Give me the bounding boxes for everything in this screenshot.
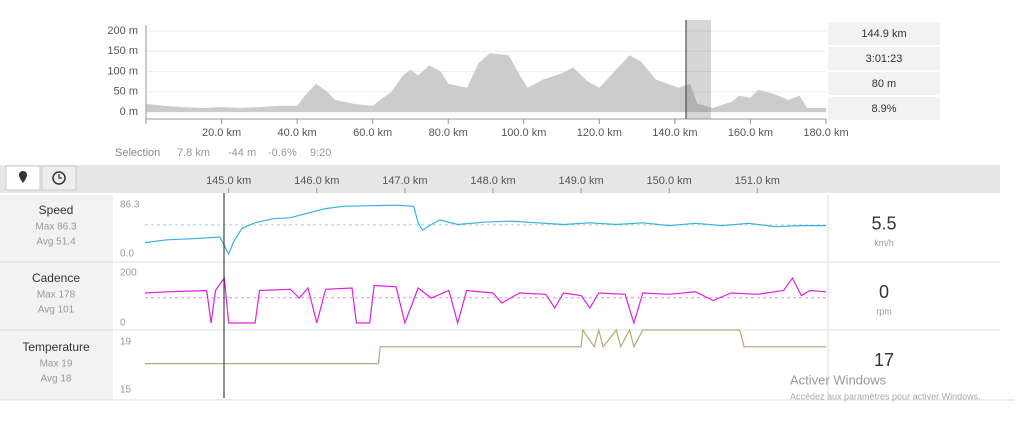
- x-tick-label: 148.0 km: [470, 175, 515, 187]
- stat-grade: 8.9%: [871, 103, 896, 115]
- row-title: Cadence: [32, 271, 80, 285]
- selection-window: [686, 20, 711, 119]
- y-tick-label: 15: [120, 385, 132, 396]
- label-column: [0, 195, 113, 400]
- selection-distance: 7.8 km: [177, 147, 210, 159]
- pin-icon: [19, 171, 27, 183]
- selection-grade: -0.6%: [268, 147, 297, 159]
- row-max: Max 178: [37, 290, 76, 301]
- row-max: Max 86.3: [35, 222, 77, 233]
- x-tick-label: 40.0 km: [278, 127, 317, 139]
- x-tick-label: 180.0 km: [803, 127, 848, 139]
- x-tick-label: 150.0 km: [647, 175, 692, 187]
- x-tick-label: 146.0 km: [294, 175, 339, 187]
- series-line: [144, 204, 826, 256]
- elevation-area: [146, 53, 826, 112]
- x-tick-label: 145.0 km: [206, 175, 251, 187]
- row-current: 5.5: [871, 213, 896, 233]
- row-current: 17: [874, 350, 894, 370]
- x-tick-label: 120.0 km: [577, 127, 622, 139]
- x-tick-label: 80.0 km: [429, 127, 468, 139]
- stat-distance: 144.9 km: [861, 28, 906, 40]
- row-unit: rpm: [876, 306, 892, 316]
- stat-box: [828, 47, 940, 70]
- y-tick-label: 50 m: [114, 86, 138, 98]
- row-avg: Avg 51.4: [36, 237, 76, 248]
- toolbar: [0, 165, 1000, 193]
- x-tick-label: 160.0 km: [728, 127, 773, 139]
- y-tick-label: 100 m: [107, 65, 138, 77]
- series-line: [144, 276, 827, 326]
- row-title: Speed: [39, 203, 74, 217]
- stat-box: [828, 72, 940, 95]
- row-avg: Avg 101: [38, 305, 75, 316]
- x-tick-label: 60.0 km: [353, 127, 392, 139]
- x-tick-label: 140.0 km: [652, 127, 697, 139]
- x-tick-label: 151.0 km: [735, 175, 780, 187]
- stat-box: [828, 22, 940, 45]
- clock-icon: [52, 171, 66, 185]
- clock-hands: [58, 174, 62, 179]
- y-tick-label: 0 m: [120, 106, 138, 118]
- x-tick-label: 20.0 km: [202, 127, 241, 139]
- y-tick-label: 19: [120, 337, 132, 348]
- y-tick-label: 200: [120, 268, 137, 279]
- stat-elevation: 80 m: [872, 78, 896, 90]
- y-tick-label: 150 m: [107, 45, 138, 57]
- watermark-text: Accédez aux paramètres pour activer Wind…: [790, 391, 981, 401]
- selection-elevation: -44 m: [228, 147, 256, 159]
- y-tick-label: 0.0: [120, 249, 134, 260]
- y-tick-label: 0: [120, 318, 126, 329]
- y-tick-label: 86.3: [120, 200, 140, 211]
- x-tick-label: 100.0 km: [501, 127, 546, 139]
- row-max: Max 19: [40, 359, 73, 370]
- series-line: [145, 327, 826, 365]
- watermark-title: Activer Windows: [790, 372, 887, 387]
- row-avg: Avg 18: [41, 374, 72, 385]
- x-tick-label: 149.0 km: [558, 175, 603, 187]
- stat-time: 3:01:23: [866, 53, 903, 65]
- y-tick-label: 200 m: [107, 25, 138, 37]
- stat-box: [828, 97, 940, 120]
- row-current: 0: [879, 282, 889, 302]
- x-tick-label: 147.0 km: [382, 175, 427, 187]
- selection-label: Selection: [115, 147, 160, 159]
- selection-time: 9:20: [310, 147, 331, 159]
- row-unit: km/h: [874, 238, 894, 248]
- row-title: Temperature: [22, 340, 90, 354]
